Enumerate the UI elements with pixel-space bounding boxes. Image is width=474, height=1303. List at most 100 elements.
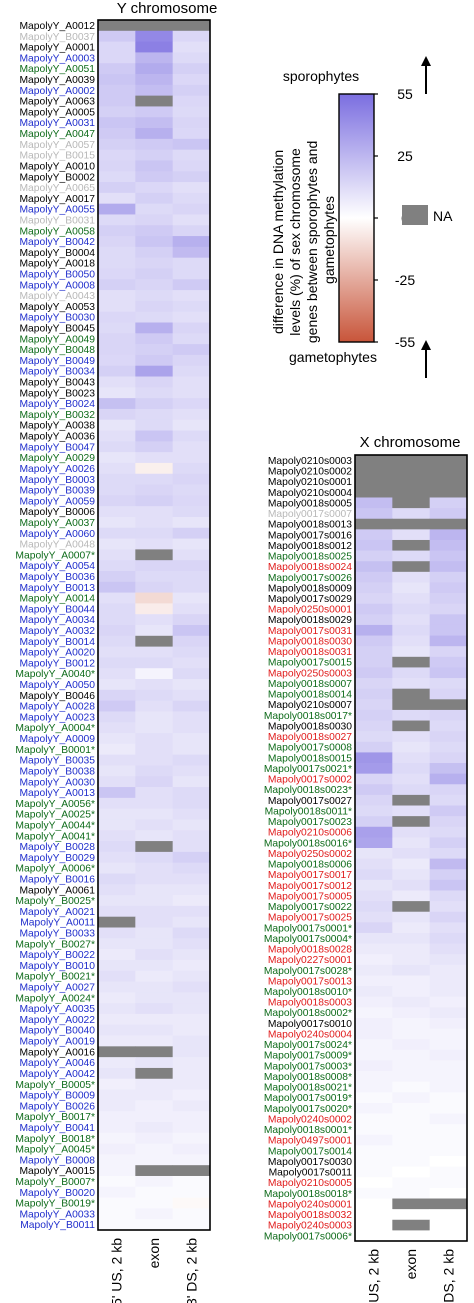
- row-label-mapoly0018s0030: Mapoly0018s0030: [268, 636, 352, 647]
- heatmap-cell: [135, 322, 174, 334]
- heatmap-cell: [392, 922, 431, 934]
- heatmap-cell: [172, 581, 211, 593]
- heatmap-cell: [355, 688, 393, 700]
- heatmap-cell: [355, 603, 393, 615]
- heatmap-cell: [135, 884, 174, 896]
- heatmap-cell: [98, 1100, 136, 1112]
- row-label-mapolyy-a0010: MapolyY_A0010: [19, 161, 95, 172]
- heatmap-cell: [98, 192, 136, 205]
- heatmap-cell: [172, 52, 211, 64]
- heatmap-cell: [172, 1089, 211, 1101]
- heatmap-cell: [355, 879, 393, 891]
- heatmap-cell: [98, 1057, 136, 1069]
- heatmap-cell: [98, 246, 136, 259]
- heatmap-cell: [355, 465, 393, 477]
- heatmap-cell: [98, 203, 136, 215]
- row-label-mapoly0018s0016: Mapoly0018s0016*: [264, 838, 352, 849]
- heatmap-cell: [355, 773, 393, 785]
- heatmap-cell: [135, 300, 174, 313]
- up-arrow-icon: [421, 56, 431, 94]
- row-label-mapoly0250s0001: Mapoly0250s0001: [268, 605, 352, 616]
- heatmap-cell: [392, 763, 431, 775]
- heatmap-cell: [355, 741, 393, 753]
- heatmap-cell: [355, 1124, 393, 1136]
- heatmap-cell: [135, 927, 174, 939]
- heatmap-cell: [135, 268, 174, 280]
- heatmap-cell: [98, 41, 136, 53]
- heatmap-cell: [355, 1071, 393, 1083]
- heatmap-cell: [355, 911, 393, 923]
- heatmap-cell: [355, 476, 393, 488]
- heatmap-cell: [392, 784, 431, 796]
- row-label-mapoly0018s0031: Mapoly0018s0031: [268, 647, 352, 658]
- heatmap-cell: [429, 890, 468, 902]
- heatmap-cell: [98, 1089, 136, 1101]
- heatmap-cell: [98, 527, 136, 539]
- heatmap-cell: [429, 635, 468, 647]
- heatmap-cell: [392, 646, 431, 658]
- heatmap-cell: [98, 1208, 136, 1220]
- heatmap-cell: [172, 74, 211, 86]
- row-label-mapolyy-a0032: MapolyY_A0032: [19, 626, 95, 637]
- row-label-mapolyy-b0006: MapolyY_B0006: [19, 507, 95, 518]
- row-label-mapolyy-a0050: MapolyY_A0050: [19, 680, 95, 691]
- row-label-mapolyy-a0024: MapolyY_A0024*: [15, 993, 95, 1004]
- x-heatmap-frame: [354, 454, 468, 1242]
- heatmap-cell: [172, 236, 211, 248]
- row-label-mapolyy-a0001: MapolyY_A0001: [19, 43, 95, 54]
- heatmap-cell: [172, 117, 211, 129]
- heatmap-cell: [392, 550, 431, 562]
- row-label-mapoly0210s0004: Mapoly0210s0004: [268, 488, 352, 499]
- heatmap-cell: [98, 52, 136, 64]
- heatmap-cell: [98, 895, 136, 907]
- heatmap-cell: [429, 667, 468, 679]
- heatmap-cell: [98, 873, 136, 885]
- heatmap-cell: [355, 635, 393, 647]
- heatmap-cell: [429, 1166, 468, 1178]
- heatmap-cell: [429, 571, 468, 583]
- row-label-mapolyy-b0014: MapolyY_B0014: [19, 637, 95, 648]
- heatmap-cell: [355, 826, 393, 838]
- row-label-mapolyy-a0053: MapolyY_A0053: [19, 302, 95, 313]
- row-label-mapolyy-b0035: MapolyY_B0035: [19, 756, 95, 767]
- heatmap-cell: [355, 1039, 393, 1051]
- row-label-mapolyy-b0002: MapolyY_B0002: [19, 172, 95, 183]
- heatmap-cell: [355, 582, 393, 594]
- heatmap-cell: [392, 720, 431, 732]
- heatmap-cell: [392, 1219, 431, 1231]
- row-label-mapolyy-a0041: MapolyY_A0041*: [15, 831, 95, 842]
- heatmap-cell: [392, 1113, 431, 1125]
- heatmap-cell: [172, 765, 211, 777]
- heatmap-cell: [355, 752, 393, 764]
- up-arrow-icon: [421, 340, 431, 378]
- heatmap-cell: [135, 95, 174, 107]
- heatmap-cell: [429, 518, 468, 530]
- heatmap-cell: [172, 333, 211, 345]
- heatmap-cell: [98, 398, 136, 410]
- row-label-mapolyy-a0055: MapolyY_A0055: [19, 205, 95, 216]
- heatmap-cell: [355, 529, 393, 541]
- heatmap-cell: [392, 858, 431, 870]
- heatmap-cell: [392, 1156, 431, 1168]
- heatmap-cell: [172, 387, 211, 399]
- heatmap-cell: [98, 754, 136, 766]
- heatmap-cell: [172, 646, 211, 658]
- heatmap-cell: [135, 1165, 174, 1177]
- row-label-mapolyy-b0047: MapolyY_B0047: [19, 442, 95, 453]
- heatmap-cell: [355, 1209, 393, 1221]
- row-label-mapolyy-a0016: MapolyY_A0016: [19, 1047, 95, 1058]
- y-heatmap-frame: [97, 19, 211, 1231]
- row-label-mapolyy-a0049: MapolyY_A0049: [19, 334, 95, 345]
- row-label-mapolyy-b0009: MapolyY_B0009: [19, 1091, 95, 1102]
- row-label-mapolyy-a0059: MapolyY_A0059: [19, 496, 95, 507]
- heatmap-cell: [98, 376, 136, 388]
- heatmap-cell: [135, 506, 174, 518]
- row-label-mapolyy-a0031: MapolyY_A0031: [19, 118, 95, 129]
- row-label-mapoly0017s0007: Mapoly0017s0007: [268, 509, 352, 520]
- row-label-mapoly0018s0015: Mapoly0018s0015: [268, 753, 352, 764]
- heatmap-cell: [172, 290, 211, 302]
- heatmap-cell: [429, 529, 468, 541]
- heatmap-cell: [392, 741, 431, 753]
- heatmap-cell: [98, 635, 136, 647]
